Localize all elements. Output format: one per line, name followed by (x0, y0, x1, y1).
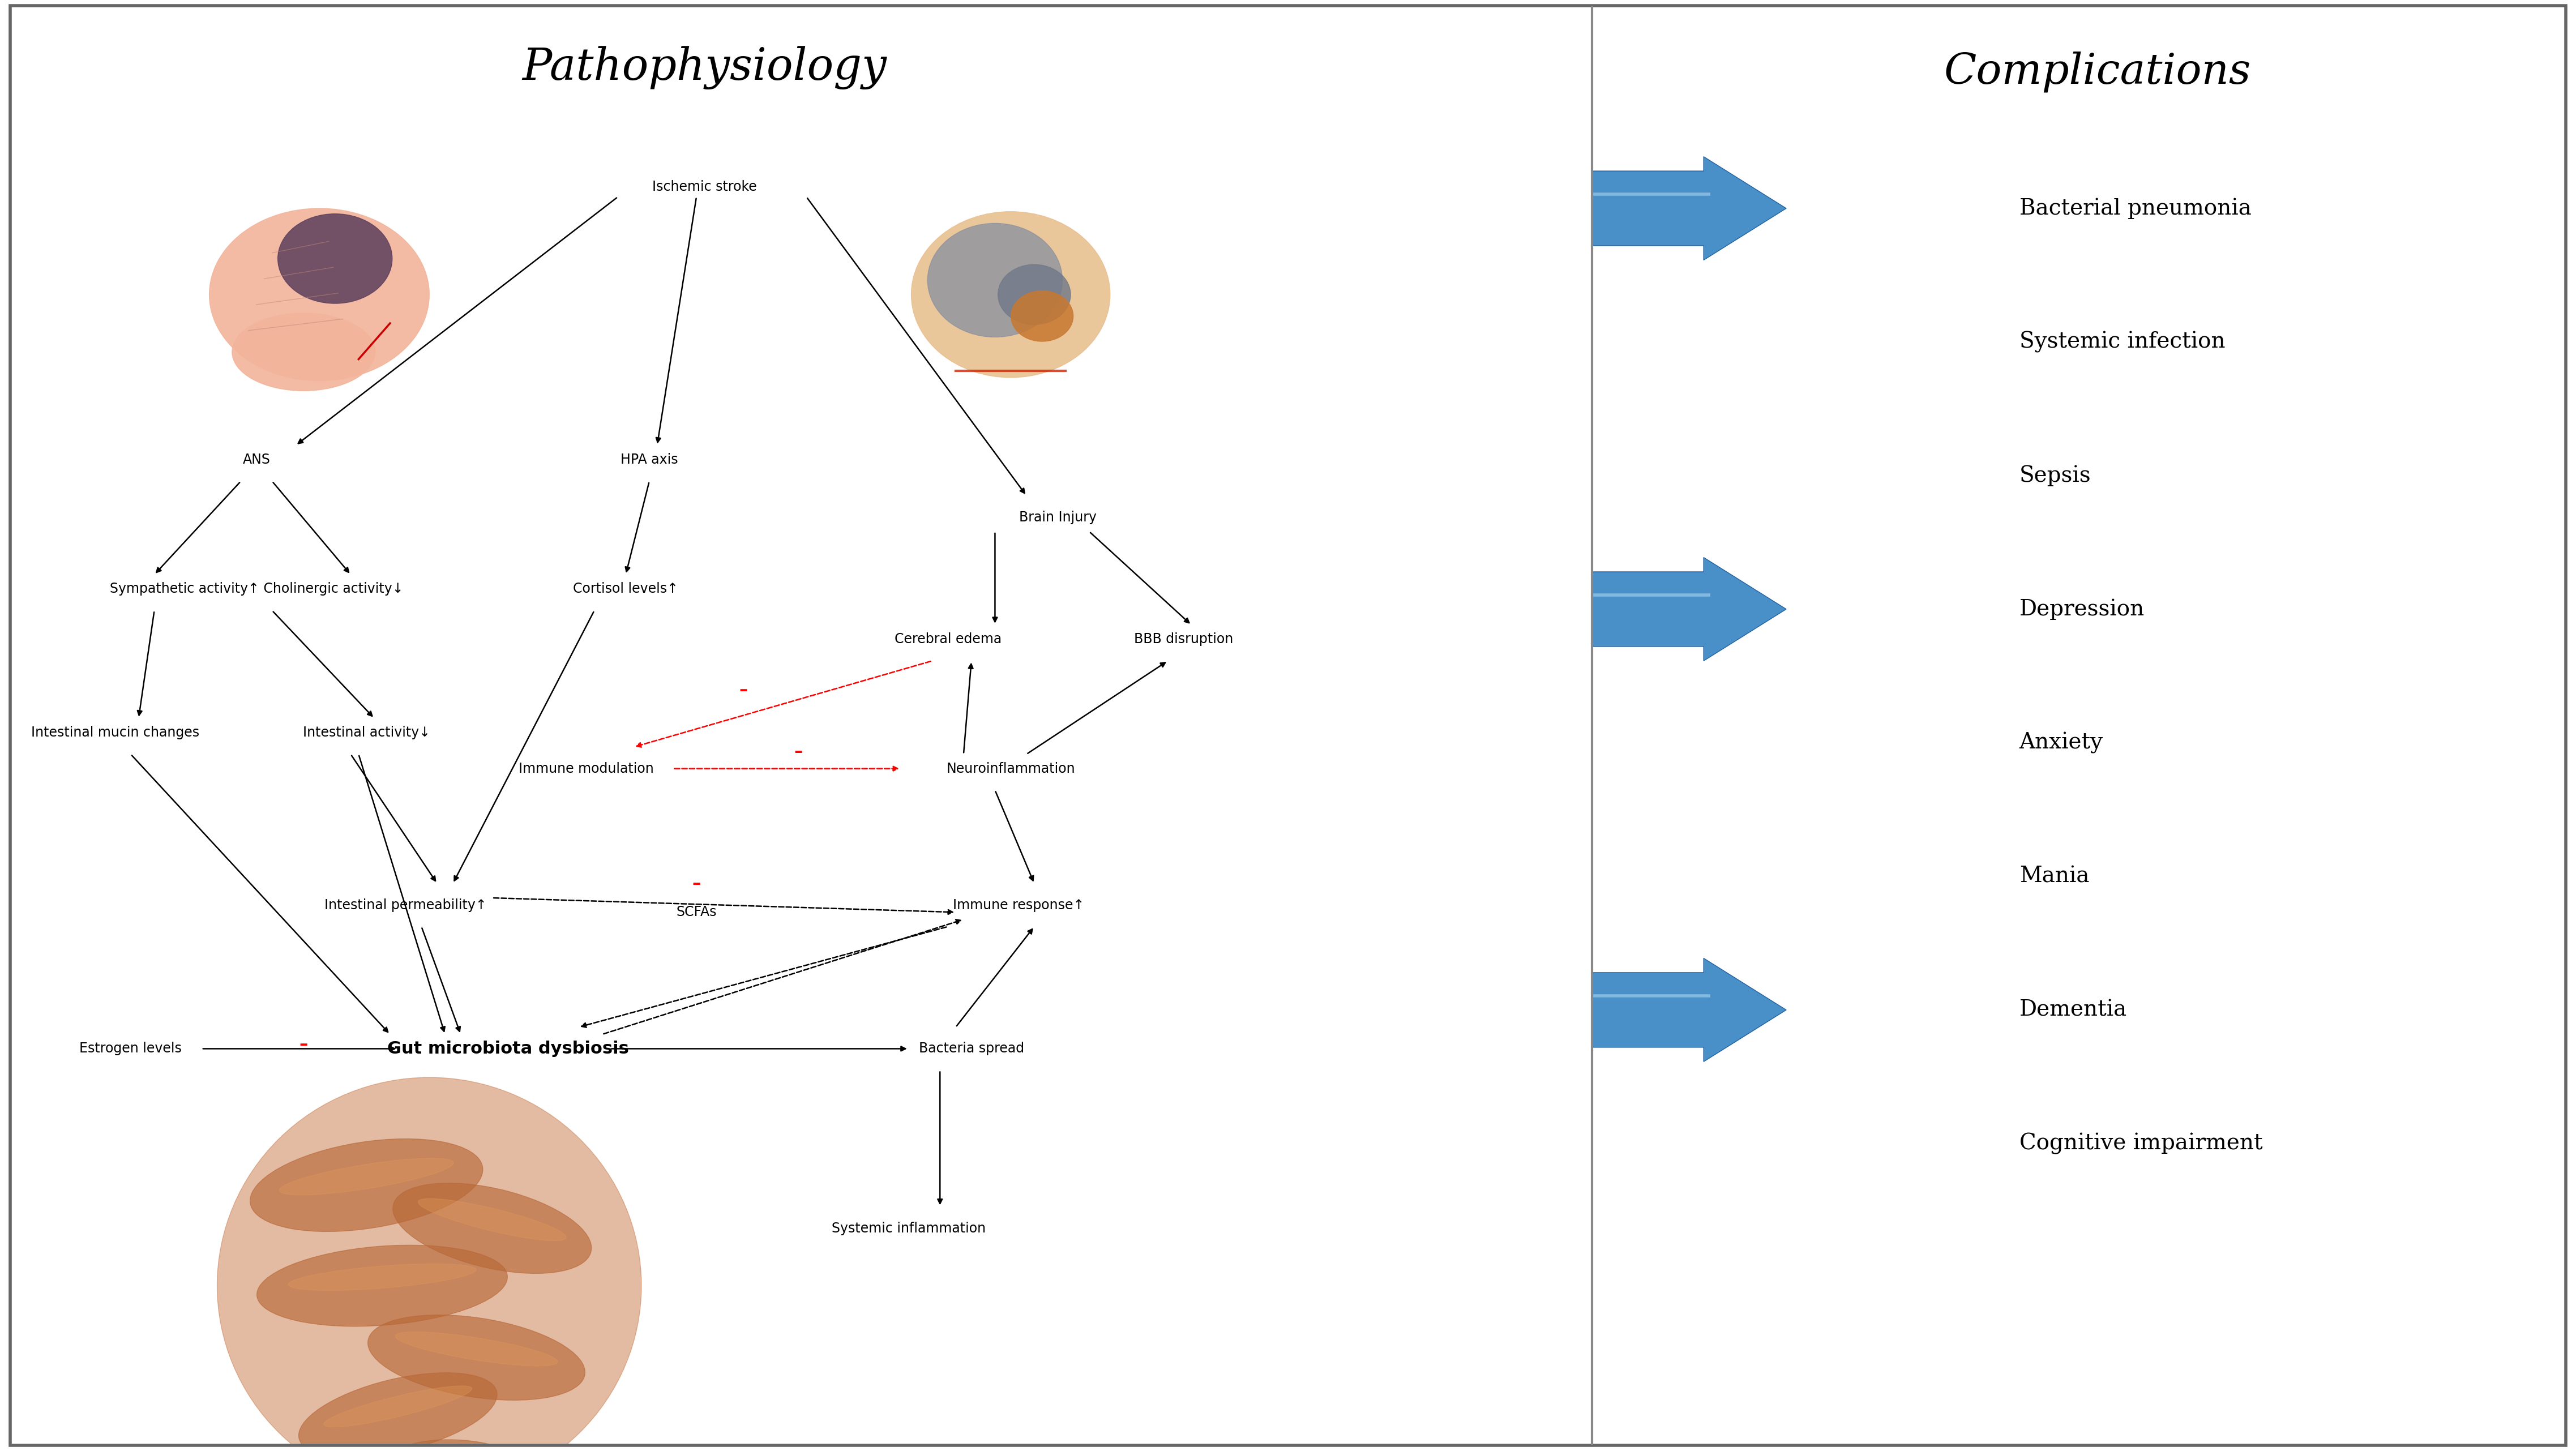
Text: Brain Injury: Brain Injury (1020, 511, 1097, 524)
Ellipse shape (325, 1386, 471, 1426)
Ellipse shape (912, 212, 1110, 377)
Text: Mania: Mania (2020, 866, 2089, 887)
Text: Immune modulation: Immune modulation (518, 762, 654, 775)
Text: Intestinal mucin changes: Intestinal mucin changes (31, 726, 198, 740)
Text: Neuroinflammation: Neuroinflammation (945, 762, 1074, 775)
Ellipse shape (278, 1158, 453, 1196)
Text: –: – (793, 743, 804, 759)
Text: –: – (693, 875, 701, 892)
Ellipse shape (394, 1332, 556, 1365)
Text: Cerebral edema: Cerebral edema (894, 633, 1002, 646)
Text: HPA axis: HPA axis (621, 453, 677, 467)
Text: Sepsis: Sepsis (2020, 464, 2092, 486)
Text: Pathophysiology: Pathophysiology (523, 46, 886, 90)
FancyArrow shape (1494, 157, 1785, 260)
Ellipse shape (1010, 290, 1074, 341)
Ellipse shape (417, 1199, 567, 1241)
Text: Bacteria spread: Bacteria spread (920, 1042, 1025, 1055)
Text: Gut microbiota dysbiosis: Gut microbiota dysbiosis (386, 1040, 629, 1056)
Text: Complications: Complications (1942, 51, 2251, 93)
Text: Intestinal activity↓: Intestinal activity↓ (304, 726, 430, 740)
Text: Bacterial pneumonia: Bacterial pneumonia (2020, 197, 2251, 219)
FancyArrow shape (1494, 958, 1785, 1062)
FancyArrow shape (1494, 557, 1785, 660)
Text: Intestinal permeability↑: Intestinal permeability↑ (325, 898, 487, 911)
Text: –: – (299, 1036, 309, 1052)
Text: –: – (739, 682, 747, 698)
Text: Systemic infection: Systemic infection (2020, 331, 2226, 353)
Text: Dementia: Dementia (2020, 1000, 2128, 1020)
Ellipse shape (368, 1315, 585, 1400)
Text: Estrogen levels: Estrogen levels (80, 1042, 183, 1055)
Ellipse shape (209, 209, 430, 380)
Ellipse shape (394, 1183, 592, 1274)
Text: Anxiety: Anxiety (2020, 731, 2102, 753)
Text: ANS: ANS (242, 453, 270, 467)
Ellipse shape (997, 264, 1072, 325)
Ellipse shape (232, 313, 376, 390)
Ellipse shape (289, 1264, 477, 1290)
Text: Cortisol levels↑: Cortisol levels↑ (572, 582, 677, 596)
Ellipse shape (381, 1439, 538, 1451)
Ellipse shape (299, 1373, 497, 1451)
Text: SCFAs: SCFAs (675, 905, 716, 918)
Text: Systemic inflammation: Systemic inflammation (832, 1222, 987, 1235)
Ellipse shape (216, 1078, 641, 1451)
Ellipse shape (927, 223, 1061, 337)
Text: Immune response↑: Immune response↑ (953, 898, 1084, 911)
Text: BBB disruption: BBB disruption (1133, 633, 1234, 646)
Ellipse shape (278, 213, 392, 303)
Text: Cognitive impairment: Cognitive impairment (2020, 1133, 2262, 1155)
Ellipse shape (258, 1245, 507, 1326)
Text: Sympathetic activity↑ Cholinergic activity↓: Sympathetic activity↑ Cholinergic activi… (111, 582, 404, 596)
Text: Ischemic stroke: Ischemic stroke (652, 180, 757, 193)
Ellipse shape (250, 1139, 482, 1232)
Text: Depression: Depression (2020, 598, 2146, 620)
